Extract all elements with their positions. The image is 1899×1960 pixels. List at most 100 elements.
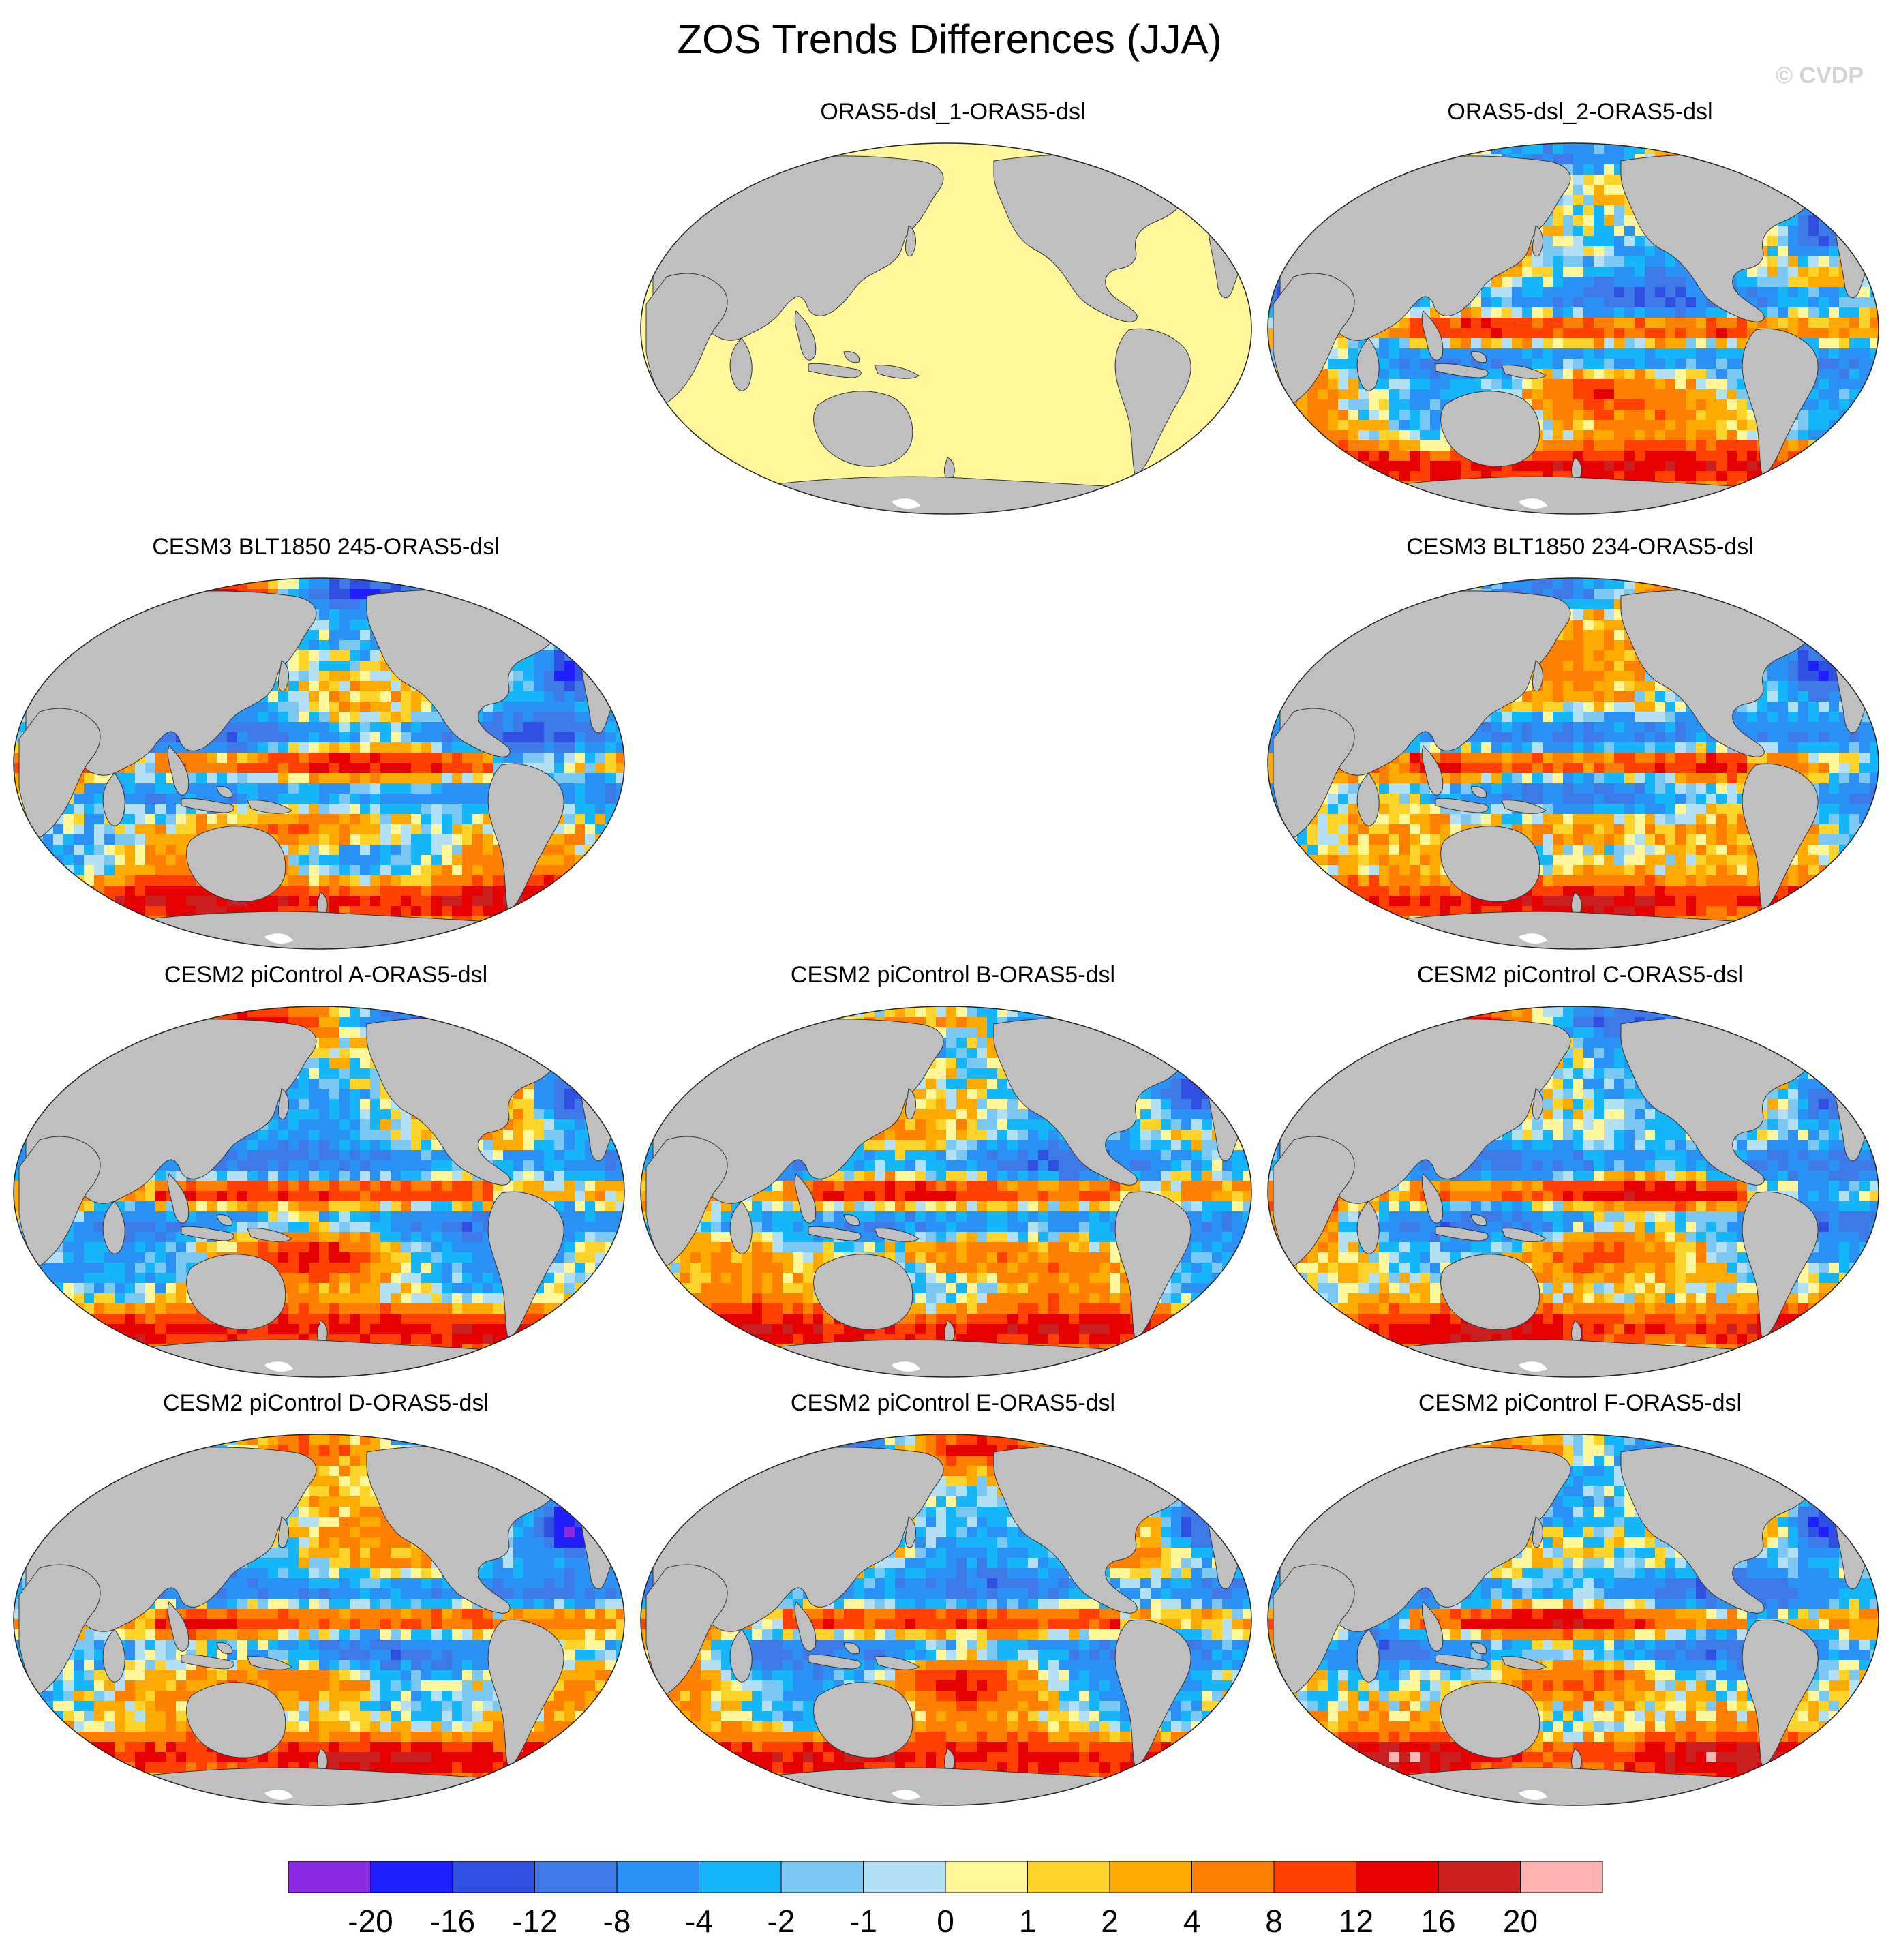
world-map [13, 1006, 625, 1378]
world-map [1267, 1434, 1879, 1806]
colorbar-label: -4 [685, 1903, 713, 1939]
land-australia [813, 1682, 913, 1758]
colorbar-label: -12 [512, 1903, 557, 1939]
land-australia [186, 1682, 286, 1758]
land-japan [1532, 660, 1543, 692]
colorbar-label: 12 [1339, 1903, 1373, 1939]
colorbar-label: 1 [1019, 1903, 1037, 1939]
map-border [13, 1434, 625, 1806]
map-border [640, 142, 1252, 515]
land-south-america [1742, 1191, 1819, 1342]
land-japan [277, 1516, 289, 1548]
land-south-america [487, 763, 564, 914]
land-japan [905, 1088, 916, 1120]
panel-title: CESM2 piControl B-ORAS5-dsl [639, 960, 1266, 990]
land-greenland [1784, 1444, 1837, 1481]
land-japan [1532, 1088, 1543, 1120]
colorbar-box [1191, 1861, 1275, 1893]
land-south-america [1114, 328, 1191, 479]
figure-title: ZOS Trends Differences (JJA) [0, 12, 1899, 67]
panel-title: ORAS5-dsl_1-ORAS5-dsl [639, 97, 1266, 127]
colorbar-label: 2 [1101, 1903, 1119, 1939]
land-indonesia [1435, 1642, 1547, 1670]
land-indonesia [808, 1642, 920, 1670]
land-australia [186, 826, 286, 902]
land-south-america [487, 1619, 564, 1770]
land-australia [813, 1254, 913, 1330]
map-border [1267, 142, 1879, 515]
land-australia [186, 1254, 286, 1330]
land-japan [1532, 1516, 1543, 1548]
map-border [1267, 577, 1879, 950]
land-greenland [530, 1016, 583, 1053]
land-india-se-asia [102, 745, 189, 826]
map-panel-cesm3-blt1850-245-oras5-dsl: CESM3 BLT1850 245-ORAS5-dsl [12, 532, 639, 954]
world-map [1267, 1006, 1879, 1378]
land-indonesia [1435, 786, 1547, 814]
panel-title: CESM2 piControl C-ORAS5-dsl [1266, 960, 1894, 990]
colorbar-box [1520, 1861, 1603, 1893]
colorbar-box [1109, 1861, 1192, 1893]
land-greenland [530, 1444, 583, 1481]
world-map [1267, 142, 1879, 515]
land-south-america [487, 1191, 564, 1342]
land-australia [1440, 826, 1540, 902]
colorbar-box [616, 1861, 699, 1893]
colorbar-box [1356, 1861, 1439, 1893]
land-south-america [1742, 1619, 1819, 1770]
panel-title: CESM3 BLT1850 245-ORAS5-dsl [12, 532, 639, 562]
land-south-america [1114, 1619, 1191, 1770]
land-australia [1440, 1254, 1540, 1330]
colorbar-box [863, 1861, 946, 1893]
world-map [1267, 577, 1879, 950]
land-indonesia [181, 1214, 292, 1242]
land-india-se-asia [729, 1173, 817, 1254]
colorbar-box [534, 1861, 618, 1893]
land-south-america [1742, 763, 1819, 914]
colorbar-label: -1 [849, 1903, 877, 1939]
land-indonesia [808, 351, 920, 379]
land-india-se-asia [102, 1173, 189, 1254]
colorbar-box [1273, 1861, 1356, 1893]
land-australia [813, 391, 913, 467]
map-panel-cesm2-picontrol-b-oras5-dsl: CESM2 piControl B-ORAS5-dsl [639, 960, 1266, 1383]
panel-title: CESM2 piControl F-ORAS5-dsl [1266, 1388, 1894, 1418]
map-border [1267, 1006, 1879, 1378]
world-map [640, 1006, 1252, 1378]
land-australia [1440, 1682, 1540, 1758]
panel-title: CESM2 piControl A-ORAS5-dsl [12, 960, 639, 990]
map-panel-cesm2-picontrol-f-oras5-dsl: CESM2 piControl F-ORAS5-dsl [1266, 1388, 1894, 1811]
map-panel-cesm2-picontrol-d-oras5-dsl: CESM2 piControl D-ORAS5-dsl [12, 1388, 639, 1811]
land-india-se-asia [729, 310, 817, 391]
map-panel-oras5-dsl-1-oras5-dsl: ORAS5-dsl_1-ORAS5-dsl [639, 97, 1266, 519]
land-indonesia [1435, 1214, 1547, 1242]
land-india-se-asia [729, 1601, 817, 1683]
cvdp-watermark: © CVDP [1776, 63, 1864, 89]
land-australia [1440, 391, 1540, 467]
land-japan [905, 225, 916, 257]
world-map [13, 577, 625, 950]
land-greenland [530, 588, 583, 625]
map-border [640, 1006, 1252, 1378]
world-map [640, 142, 1252, 515]
land-greenland [1157, 1016, 1210, 1053]
land-indonesia [1435, 351, 1547, 379]
colorbar-box [370, 1861, 453, 1893]
land-india-se-asia [102, 1601, 189, 1683]
map-border [13, 577, 625, 950]
map-panel-cesm3-blt1850-234-oras5-dsl: CESM3 BLT1850 234-ORAS5-dsl [1266, 532, 1894, 954]
panel-title: ORAS5-dsl_2-ORAS5-dsl [1266, 97, 1894, 127]
colorbar-label: -8 [603, 1903, 631, 1939]
colorbar-box [1438, 1861, 1521, 1893]
world-map [13, 1434, 625, 1806]
land-japan [277, 660, 289, 692]
land-greenland [1784, 153, 1837, 190]
land-indonesia [808, 1214, 920, 1242]
colorbar-label: 0 [937, 1903, 954, 1939]
map-panel-oras5-dsl-2-oras5-dsl: ORAS5-dsl_2-ORAS5-dsl [1266, 97, 1894, 519]
land-greenland [1157, 153, 1210, 190]
colorbar-box [1027, 1861, 1110, 1893]
colorbar-box [452, 1861, 535, 1893]
map-panel-cesm2-picontrol-a-oras5-dsl: CESM2 piControl A-ORAS5-dsl [12, 960, 639, 1383]
world-map [640, 1434, 1252, 1806]
